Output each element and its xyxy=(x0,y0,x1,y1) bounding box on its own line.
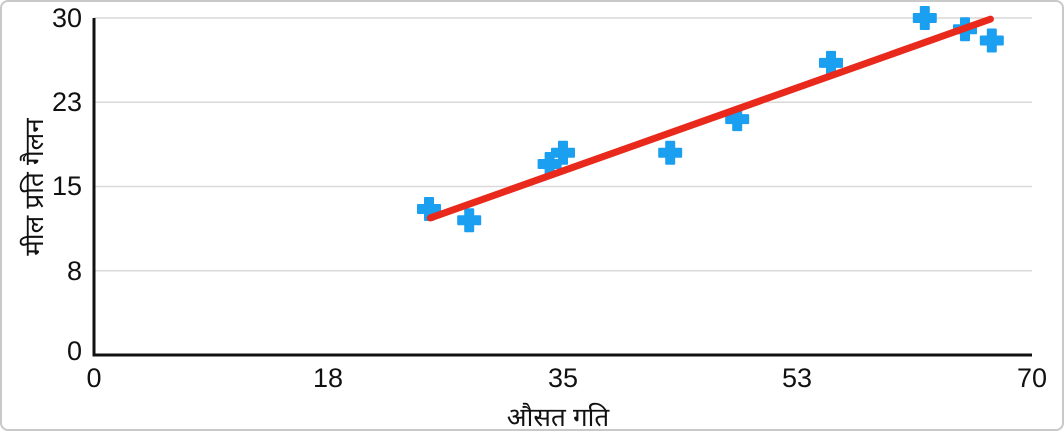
x-tick-label: 18 xyxy=(312,363,344,393)
y-axis-title: मील प्रति गैलन xyxy=(19,118,49,256)
y-tick-label: 23 xyxy=(51,87,82,117)
y-tick-label: 0 xyxy=(66,336,82,366)
y-tick-label: 8 xyxy=(66,256,82,286)
y-tick-label: 30 xyxy=(51,3,82,33)
x-tick-label: 53 xyxy=(781,363,813,393)
x-axis-title: औसत गति xyxy=(506,402,610,431)
x-tick-label: 0 xyxy=(86,363,102,393)
y-tick-label: 15 xyxy=(51,171,82,201)
x-tick-label: 70 xyxy=(1016,363,1048,393)
x-tick-label: 35 xyxy=(547,363,579,393)
